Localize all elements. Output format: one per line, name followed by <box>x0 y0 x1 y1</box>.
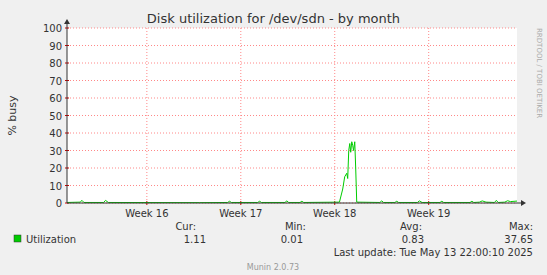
last-update: Last update: Tue May 13 22:00:10 2025 <box>334 247 533 258</box>
stat-value: 0.83 <box>402 234 424 245</box>
x-grid-line <box>334 28 335 203</box>
x-axis-arrow <box>521 200 526 206</box>
title: Disk utilization for /dev/sdn - by month <box>147 11 400 26</box>
plot-area <box>67 28 517 203</box>
stat-label: Avg: <box>400 221 422 232</box>
background <box>0 0 547 275</box>
data-group <box>67 142 517 203</box>
y-grid-line <box>67 28 517 29</box>
y-grid-line <box>67 150 517 151</box>
legend-swatch <box>14 235 21 242</box>
y-tick-label: 90 <box>49 41 62 52</box>
y-tick-label: 0 <box>56 198 62 209</box>
y-tick-label: 20 <box>49 163 62 174</box>
stat-label: Cur: <box>175 221 196 232</box>
x-grid-line <box>146 28 147 203</box>
y-tick-label: 50 <box>49 111 62 122</box>
x-tick-label: Week 19 <box>407 208 450 219</box>
y-tick-label: 30 <box>49 146 62 157</box>
watermark: RRDTOOL / TOBI OETIKER <box>535 28 543 118</box>
y-grid-line <box>67 115 517 116</box>
y-axis-label: % busy <box>6 95 19 136</box>
x-grid-line <box>240 28 241 203</box>
y-tick-label: 40 <box>49 128 62 139</box>
stat-label: Min: <box>285 221 306 232</box>
x-tick-label: Week 18 <box>313 208 356 219</box>
y-tick-label: 60 <box>49 93 62 104</box>
y-axis-arrow <box>64 19 70 24</box>
y-grid-line <box>67 45 517 46</box>
x-axis <box>67 203 522 204</box>
footer: Munin 2.0.73 <box>247 263 299 272</box>
y-tick-label: 80 <box>49 58 62 69</box>
series-line <box>67 142 517 203</box>
x-grid-line <box>428 28 429 203</box>
y-grid-line <box>67 185 517 186</box>
y-axis <box>67 23 68 203</box>
y-grid-line <box>67 98 517 99</box>
x-tick-label: Week 17 <box>219 208 262 219</box>
y-tick-label: 100 <box>43 23 62 34</box>
stat-value: 37.65 <box>504 234 533 245</box>
x-tick-label: Week 16 <box>125 208 168 219</box>
stat-value: 1.11 <box>184 234 206 245</box>
y-tick-label: 70 <box>49 76 62 87</box>
stat-value: 0.01 <box>281 234 303 245</box>
y-grid-line <box>67 80 517 81</box>
y-grid-line <box>67 168 517 169</box>
y-grid-line <box>67 133 517 134</box>
y-grid-line <box>67 63 517 64</box>
chart: Disk utilization for /dev/sdn - by month… <box>0 0 547 275</box>
y-tick-label: 10 <box>49 181 62 192</box>
legend-label: Utilization <box>26 234 76 245</box>
stat-label: Max: <box>509 221 533 232</box>
